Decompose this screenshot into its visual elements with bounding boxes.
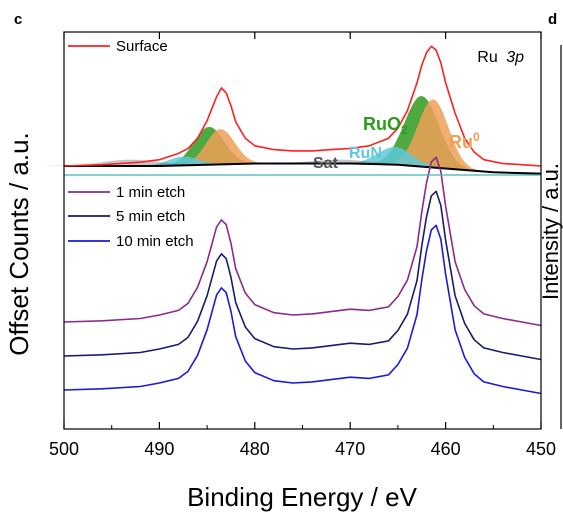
region-label: Ru 3p [477,49,524,66]
legend: Surface 1 min etch 5 min etch 10 min etch [68,38,194,250]
component-label-ru: Ru0 [449,130,480,152]
series-line-1 [63,45,542,167]
background-line [64,162,542,175]
fit-component-labels: RuO2 Ru0 RuN Sat [313,114,480,172]
legend-label-3: 5 min etch [116,208,185,225]
y-axis-label: Offset Counts / a.u. [4,132,34,356]
region-element: Ru [477,49,497,66]
spectrum-curves [63,45,542,395]
plot-frame [63,31,542,430]
component-label-run: RuN [349,145,382,162]
fit-peak-sat-2 [226,159,455,170]
fit-component-fills [16,96,494,173]
component-label-ruo: RuO2 [363,114,408,137]
right-panel-ylabel-fragment: Intensity / a.u. [538,163,563,300]
series-line-4 [63,224,542,395]
x-ticks: 500 490 480 470 460 450 [49,32,556,459]
fit-peak-ru-1 [163,129,277,166]
panel-label-d: d [548,11,557,28]
x-tick-label-500: 500 [49,439,79,459]
region-orbital: 3p [506,49,524,66]
axes-frame [63,31,542,430]
fit-peak-ru-2 [372,99,494,173]
x-axis-label: Binding Energy / eV [187,482,417,512]
series-line-2 [63,156,542,327]
legend-label-4: 10 min etch [116,233,194,250]
x-tick-label-480: 480 [240,439,270,459]
x-tick-label-490: 490 [144,439,174,459]
x-tick-label-470: 470 [335,439,365,459]
panel-label-c: c [14,11,22,28]
legend-label-1: Surface [116,38,168,55]
x-tick-label-450: 450 [526,439,556,459]
component-label-sat: Sat [313,155,339,172]
legend-label-2: 1 min etch [116,184,185,201]
x-tick-label-460: 460 [431,439,461,459]
fit-peak-run-2 [326,147,463,170]
series-line-3 [63,190,542,361]
